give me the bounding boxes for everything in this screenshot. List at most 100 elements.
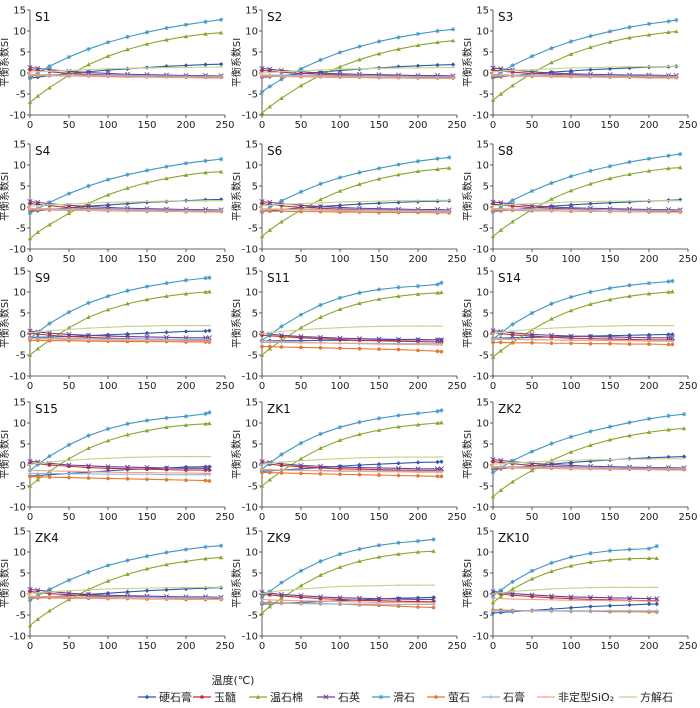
x-tick-label: 0 [490,641,496,652]
y-axis-label: 平衡系数SI [461,430,474,479]
data-point [529,188,535,194]
data-point [396,602,401,607]
series-line [492,200,681,207]
data-point [666,279,671,284]
data-point [66,456,72,461]
data-point [439,469,444,474]
data-point [447,165,452,170]
panel-label: S11 [267,271,290,285]
panel-label: S9 [35,271,50,285]
data-point [588,551,593,556]
series-line [493,341,673,346]
data-point [86,315,91,319]
y-tick-label: 5 [20,440,26,451]
data-point [626,595,633,601]
data-point [415,596,421,602]
x-tick-label: 0 [27,641,33,652]
series-温石棉 [490,426,687,499]
data-point [144,41,150,46]
data-point [529,54,535,59]
data-point [376,416,382,421]
data-point [337,464,343,470]
y-tick-label: 5 [483,48,489,59]
data-point [86,594,91,600]
y-tick-label: -10 [10,372,26,383]
legend-item: 石英 [317,690,360,704]
data-point [395,465,402,471]
data-point [568,174,574,179]
data-point [85,70,92,76]
series-方解石 [491,65,678,73]
series-温石棉 [259,548,436,615]
panel-label: ZK2 [498,402,522,416]
data-point [356,336,363,342]
legend: 硬石膏 玉髓 温石棉 石英 滑石 萤石 石膏 非定型SiO₂ 方解石 [138,690,673,704]
data-point [47,206,52,211]
series-line [261,334,442,343]
data-point [498,608,503,613]
data-point [279,601,284,606]
data-point [681,411,687,417]
data-point [318,315,323,319]
data-point [144,428,150,433]
x-tick-label: 150 [600,641,619,652]
data-point [145,477,149,482]
x-tick-label: 200 [176,381,195,392]
data-point [357,346,362,351]
y-tick-label: 0 [252,330,258,341]
data-point [279,198,284,203]
data-point [279,345,284,349]
data-point [588,181,593,186]
data-point [490,199,496,205]
x-tick-label: 150 [369,641,388,652]
data-point [66,325,72,330]
data-point [627,602,632,608]
legend-label: 滑石 [393,691,415,704]
data-point [490,354,496,359]
x-tick-label: 0 [490,254,496,265]
data-point [66,309,72,315]
data-point [105,563,111,568]
data-point [66,54,72,60]
data-point [529,449,535,454]
x-tick-label: 50 [295,641,308,652]
data-point [318,197,323,202]
panel-label: S1 [35,10,50,24]
data-point [86,433,91,438]
series-萤石 [260,344,444,354]
data-point [435,198,440,204]
data-point [678,165,683,170]
data-point [318,446,323,450]
data-point [376,336,382,342]
data-point [357,170,362,175]
data-point [206,465,212,471]
legend-swatch-marker [378,694,384,700]
data-point [66,211,72,216]
x-tick-label: 200 [639,254,658,265]
y-tick-label: 5 [20,309,26,320]
data-point [588,429,593,434]
data-point [548,332,555,338]
data-point [86,446,91,450]
x-tick-label: 150 [600,254,619,265]
data-point [498,348,503,353]
data-point [654,596,660,602]
data-point [267,601,272,606]
legend-item: 石膏 [482,690,525,704]
series-温石棉 [27,169,224,241]
data-point [164,477,169,482]
data-point [395,336,402,342]
data-point [529,69,535,75]
series-温石棉 [490,289,675,359]
data-point [435,474,440,479]
data-point [267,477,272,482]
data-point [510,63,515,68]
series-line [261,291,442,356]
y-axis-label: 平衡系数SI [0,38,11,87]
y-tick-label: 10 [476,27,489,38]
x-tick-label: 100 [561,512,580,523]
y-tick-label: -5 [248,611,258,622]
data-point [35,93,40,98]
y-tick-label: 5 [483,569,489,580]
